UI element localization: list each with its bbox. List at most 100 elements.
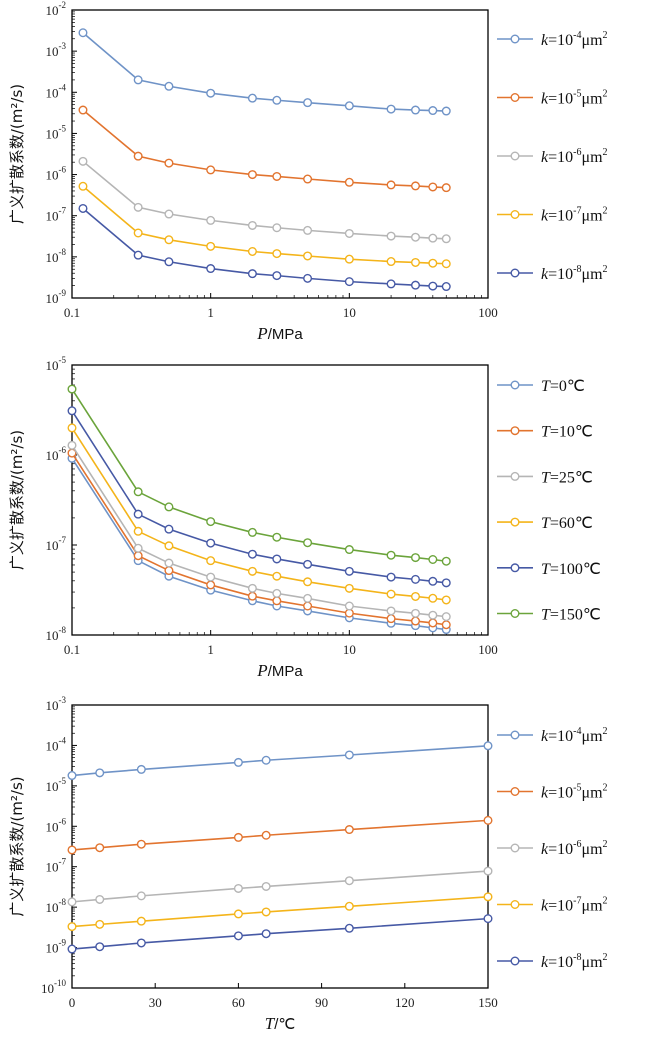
x-axis-label: P/MPa	[256, 661, 303, 680]
data-point	[441, 106, 451, 116]
legend-label: T=100℃	[541, 561, 601, 578]
series-line	[71, 917, 489, 950]
data-point	[483, 914, 493, 924]
y-tick-label: 10-7	[46, 535, 67, 553]
data-point	[206, 517, 216, 527]
data-point	[344, 545, 354, 555]
data-point	[303, 538, 313, 548]
data-point	[206, 264, 216, 274]
x-tick-label: 1	[207, 305, 214, 320]
series-2	[78, 105, 451, 193]
data-point	[136, 764, 146, 774]
data-point	[410, 591, 420, 601]
data-point	[441, 620, 451, 630]
data-point	[206, 572, 216, 582]
data-point	[164, 524, 174, 534]
legend-marker	[510, 471, 520, 481]
data-point	[441, 612, 451, 622]
data-point	[344, 601, 354, 611]
y-tick-label: 10-3	[46, 695, 67, 713]
data-point	[386, 279, 396, 289]
data-point	[410, 232, 420, 242]
x-tick-label: 0.1	[64, 305, 80, 320]
data-point	[344, 750, 354, 760]
data-point	[206, 88, 216, 98]
chart-panel-3: 10-10 10-9 10-8 10-7 10-6 10-5 10-4 10-3 0 30 60 90…	[8, 695, 608, 1033]
data-point	[247, 93, 257, 103]
legend-entry-5: k=10-8μm2	[497, 264, 608, 283]
x-tick-label: 120	[395, 995, 415, 1010]
data-point	[483, 892, 493, 902]
data-point	[247, 566, 257, 576]
series-line	[82, 32, 447, 112]
data-point	[344, 228, 354, 238]
data-point	[272, 571, 282, 581]
data-point	[133, 509, 143, 519]
data-point	[164, 541, 174, 551]
data-point	[67, 771, 77, 781]
legend-marker	[510, 426, 520, 436]
legend-label: k=10-8μm2	[541, 264, 608, 283]
x-tick-label: 60	[232, 995, 245, 1010]
data-point	[428, 576, 438, 586]
data-point	[386, 231, 396, 241]
data-point	[164, 502, 174, 512]
legend-label: k=10-6μm2	[541, 839, 608, 858]
data-point	[303, 174, 313, 184]
data-point	[261, 881, 271, 891]
legend-label: T=25℃	[541, 469, 593, 486]
x-tick-label: 30	[149, 995, 162, 1010]
legend-entry-1: k=10-4μm2	[497, 30, 608, 49]
y-tick-label: 10-9	[46, 938, 67, 956]
data-point	[136, 891, 146, 901]
legend-entry-2: T=10℃	[497, 424, 593, 441]
series-3	[67, 440, 451, 622]
legend-marker	[510, 268, 520, 278]
legend-entry-4: k=10-7μm2	[497, 206, 608, 225]
data-point	[428, 281, 438, 291]
data-point	[344, 901, 354, 911]
legend-marker	[510, 209, 520, 219]
data-point	[206, 580, 216, 590]
data-point	[386, 614, 396, 624]
data-point	[233, 909, 243, 919]
legend-marker	[510, 151, 520, 161]
data-point	[303, 98, 313, 108]
series-3	[78, 156, 451, 244]
x-axis-label: T/℃	[265, 1014, 295, 1033]
x-tick-label: 150	[478, 995, 498, 1010]
data-point	[344, 825, 354, 835]
legend-entry-2: k=10-5μm2	[497, 89, 608, 108]
data-point	[344, 101, 354, 111]
data-point	[303, 251, 313, 261]
data-point	[344, 923, 354, 933]
legend-marker	[510, 730, 520, 740]
data-point	[206, 215, 216, 225]
data-point	[410, 280, 420, 290]
data-point	[428, 182, 438, 192]
data-point	[133, 202, 143, 212]
legend-entry-4: T=60℃	[497, 515, 593, 532]
data-point	[410, 608, 420, 618]
legend-marker	[510, 843, 520, 853]
y-tick-label: 10-4	[46, 82, 67, 100]
y-tick-label: 10-6	[46, 816, 67, 834]
plot-frame	[71, 364, 489, 636]
data-point	[247, 170, 257, 180]
data-point	[67, 440, 77, 450]
data-point	[303, 601, 313, 611]
data-point	[164, 81, 174, 91]
data-point	[247, 527, 257, 537]
data-point	[344, 277, 354, 287]
series-line	[82, 109, 447, 189]
data-point	[410, 616, 420, 626]
y-tick-label: 10-5	[46, 776, 67, 794]
plot-frame	[71, 704, 489, 989]
data-point	[247, 591, 257, 601]
data-point	[441, 183, 451, 193]
data-point	[67, 423, 77, 433]
data-point	[410, 574, 420, 584]
legend-label: k=10-4μm2	[541, 726, 608, 745]
data-point	[428, 233, 438, 243]
x-tick-label: 10	[343, 642, 356, 657]
